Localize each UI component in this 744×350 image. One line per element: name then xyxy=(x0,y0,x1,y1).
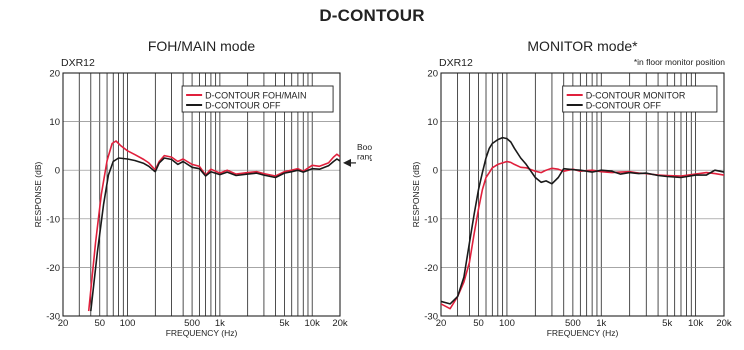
mon-xtick-label: 10k xyxy=(688,318,704,329)
mon-legend-label: D-CONTOUR OFF xyxy=(586,100,662,110)
mon-ytick-label: 10 xyxy=(427,117,438,128)
page-title: D-CONTOUR xyxy=(319,6,425,25)
mon-chart-title: MONITOR mode* xyxy=(527,38,638,54)
chart-foh-main: FOH/MAIN mode DXR12 -30 -20 -10 0 10 20 20 50 100 5… xyxy=(33,38,372,338)
foh-boost-label: Boost xyxy=(357,142,372,152)
foh-ytick-label: 0 xyxy=(55,166,60,177)
foh-ytick-label: -10 xyxy=(46,214,60,225)
foh-chart-title: FOH/MAIN mode xyxy=(148,38,256,54)
mon-legend-box xyxy=(562,85,718,113)
mon-note: *in floor monitor position xyxy=(634,57,725,67)
foh-series-off-line xyxy=(90,157,340,312)
foh-grid xyxy=(63,72,340,317)
mon-xtick-label: 20 xyxy=(436,318,447,329)
mon-legend-label: D-CONTOUR MONITOR xyxy=(586,90,686,100)
foh-series-dcontour-line xyxy=(87,140,340,312)
foh-model-label: DXR12 xyxy=(61,57,95,69)
mon-ytick-label: 0 xyxy=(433,166,438,177)
mon-ytick-label: -10 xyxy=(424,214,438,225)
foh-boost-label: range xyxy=(357,151,372,161)
foh-xtick-label: 100 xyxy=(120,318,136,329)
mon-xtick-label: 50 xyxy=(473,318,484,329)
foh-ytick-label: -30 xyxy=(46,312,60,323)
foh-xtick-label: 5k xyxy=(279,318,289,329)
foh-ytick-label: 20 xyxy=(49,69,60,80)
foh-xtick-label: 20 xyxy=(58,318,69,329)
mon-ytick-label: 20 xyxy=(427,69,438,80)
chart-monitor: MONITOR mode* DXR12 *in floor monitor posi… xyxy=(411,38,732,338)
mon-plot-frame xyxy=(440,72,725,317)
foh-ytick-label: 10 xyxy=(49,117,60,128)
foh-plot-frame xyxy=(62,72,341,317)
foh-xtick-label: 50 xyxy=(94,318,105,329)
mon-model-label: DXR12 xyxy=(439,57,473,69)
foh-y-axis-label: RESPONSE (dB) xyxy=(33,162,43,228)
foh-x-axis-label: FREQUENCY (Hz) xyxy=(166,328,238,338)
foh-boost-arrow xyxy=(343,158,351,167)
mon-grid xyxy=(441,72,724,317)
mon-xtick-label: 5k xyxy=(662,318,672,329)
foh-xtick-label: 10k xyxy=(305,318,321,329)
mon-x-axis-label: FREQUENCY (Hz) xyxy=(547,328,619,338)
foh-legend-label: D-CONTOUR FOH/MAIN xyxy=(205,90,306,100)
mon-ytick-label: -20 xyxy=(424,263,438,274)
foh-legend-box xyxy=(181,85,334,113)
mon-xtick-label: 1k xyxy=(596,318,606,329)
mon-y-axis-label: RESPONSE (dB) xyxy=(411,162,421,228)
foh-xtick-label: 500 xyxy=(184,318,200,329)
foh-ytick-label: -20 xyxy=(46,263,60,274)
mon-xtick-label: 500 xyxy=(565,318,581,329)
mon-xtick-label: 20k xyxy=(716,318,732,329)
mon-ytick-label: -30 xyxy=(424,312,438,323)
mon-series-dcontour-line xyxy=(441,160,724,310)
mon-series-off-line xyxy=(441,136,724,305)
foh-xtick-label: 1k xyxy=(215,318,225,329)
foh-legend-label: D-CONTOUR OFF xyxy=(205,100,281,110)
foh-xtick-label: 20k xyxy=(332,318,348,329)
mon-xtick-label: 100 xyxy=(499,318,515,329)
